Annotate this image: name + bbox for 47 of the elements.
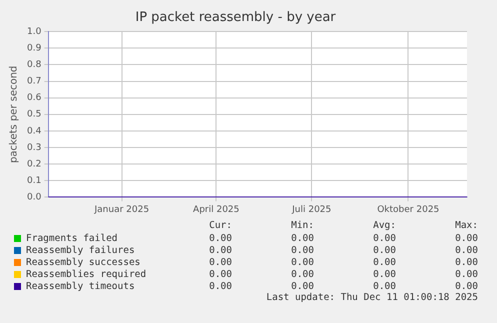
x-tick-label: Januar 2025 bbox=[93, 204, 150, 215]
x-tick-label: April 2025 bbox=[193, 204, 240, 215]
text: 0.00 bbox=[208, 280, 232, 292]
text: 0.00 bbox=[372, 232, 396, 244]
y-tick-label: 0.1 bbox=[26, 176, 42, 186]
y-tick-label: 0.0 bbox=[26, 192, 42, 203]
text: Last update: Thu Dec 11 01:00:18 2025 bbox=[265, 292, 478, 304]
y-tick-label: 0.6 bbox=[26, 93, 42, 104]
text: 0.00 bbox=[290, 232, 314, 244]
y-tick-label: 0.4 bbox=[26, 126, 42, 136]
text: 0.00 bbox=[454, 256, 478, 268]
legend-label: Fragments failed bbox=[26, 232, 118, 244]
text: 0.00 bbox=[454, 244, 478, 256]
y-tick-label: 0.2 bbox=[26, 159, 42, 170]
y-tick-label: 1.0 bbox=[26, 26, 42, 37]
text: 0.00 bbox=[372, 244, 396, 256]
text: Cur: bbox=[208, 220, 232, 232]
legend-label: Reassembly successes bbox=[26, 256, 140, 268]
text: 0.00 bbox=[454, 268, 478, 280]
text: 0.00 bbox=[290, 244, 314, 256]
y-tick-label: 0.7 bbox=[26, 76, 42, 87]
text: 0.00 bbox=[290, 280, 314, 292]
x-tick-label: Juli 2025 bbox=[291, 204, 332, 215]
chart-title: IP packet reassembly - by year bbox=[135, 10, 336, 26]
text: 0.00 bbox=[372, 280, 396, 292]
text: 0.00 bbox=[290, 256, 314, 268]
text: 0.00 bbox=[208, 244, 232, 256]
text: 0.00 bbox=[208, 268, 232, 280]
legend-label: Reassemblies required bbox=[26, 268, 146, 280]
y-axis-title: packets per second bbox=[8, 66, 20, 164]
text: Max: bbox=[454, 220, 478, 232]
y-tick-label: 0.5 bbox=[26, 110, 42, 120]
text: 0.00 bbox=[208, 232, 232, 244]
text: Avg: bbox=[372, 220, 396, 232]
legend-label: Reassembly failures bbox=[26, 244, 135, 256]
text: 0.00 bbox=[372, 268, 396, 280]
text: 0.00 bbox=[454, 232, 478, 244]
text: Min: bbox=[290, 220, 314, 232]
text: 0.00 bbox=[372, 256, 396, 268]
y-tick-label: 0.3 bbox=[26, 142, 42, 153]
text: 0.00 bbox=[208, 256, 232, 268]
y-tick-label: 0.8 bbox=[26, 60, 42, 70]
legend-label: Reassembly timeouts bbox=[26, 280, 135, 292]
y-tick-label: 0.9 bbox=[26, 44, 42, 54]
text: 0.00 bbox=[454, 280, 478, 292]
x-tick-label: Oktober 2025 bbox=[377, 204, 440, 215]
text: 0.00 bbox=[290, 268, 314, 280]
